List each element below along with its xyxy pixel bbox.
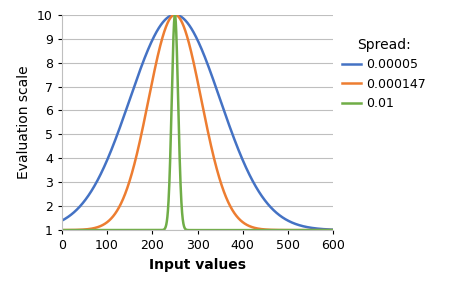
0.01 [296, 228, 302, 232]
0.01 [330, 228, 336, 232]
0.01 [172, 13, 178, 17]
Line: 0.01: 0.01 [62, 15, 333, 230]
Line: 0.000147: 0.000147 [62, 15, 333, 230]
0.00005 [106, 154, 112, 158]
0.01 [90, 228, 96, 232]
0.000147 [172, 13, 178, 17]
0.000147 [106, 219, 112, 222]
0.000147 [90, 227, 96, 230]
0.00005 [90, 187, 96, 191]
0.00005 [172, 13, 178, 17]
0.00005 [325, 228, 331, 231]
0.000147 [175, 14, 180, 18]
0.00005 [330, 228, 336, 231]
0.01 [163, 224, 169, 228]
Y-axis label: Evaluation scale: Evaluation scale [18, 65, 31, 179]
0.01 [175, 83, 180, 87]
Line: 0.00005: 0.00005 [62, 15, 333, 230]
0.00005 [59, 219, 65, 222]
0.01 [59, 228, 65, 232]
X-axis label: Input values: Input values [149, 258, 246, 272]
0.000147 [296, 228, 302, 232]
0.000147 [59, 228, 65, 232]
0.000147 [163, 25, 169, 29]
0.00005 [296, 223, 302, 227]
0.00005 [175, 13, 180, 17]
0.000147 [330, 228, 336, 232]
0.01 [325, 228, 331, 232]
0.000147 [325, 228, 331, 232]
0.01 [106, 228, 112, 232]
Legend: 0.00005, 0.000147, 0.01: 0.00005, 0.000147, 0.01 [342, 38, 426, 110]
0.00005 [163, 17, 169, 21]
